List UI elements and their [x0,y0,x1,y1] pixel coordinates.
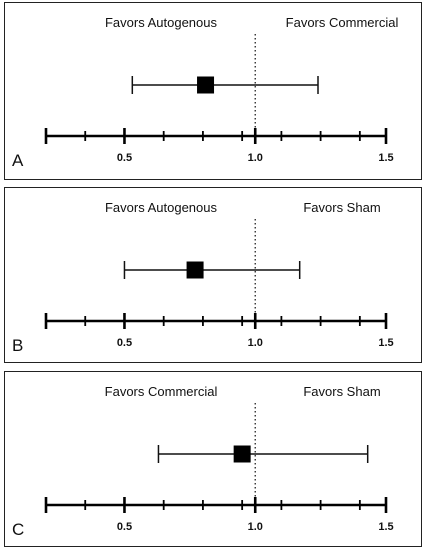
panel-letter-label: C [12,520,24,539]
right-favors-label: Favors Commercial [286,15,399,30]
x-tick-label: 1.5 [378,152,393,164]
forest-plot-svg-b: Favors Autogenous Favors Sham 0.5 1.0 1.5 B [12,200,394,355]
left-favors-label: Favors Commercial [105,384,218,399]
right-favors-label: Favors Sham [303,200,380,215]
forest-plot-svg-a: Favors Autogenous Favors Commercial 0.5 1.0… [12,15,399,170]
left-favors-label: Favors Autogenous [105,200,218,215]
x-tick-label: 1.0 [248,152,263,164]
x-tick-label: 1.5 [378,521,393,533]
x-tick-label: 0.5 [117,152,132,164]
panel-letter-label: A [12,151,24,170]
x-tick-label: 1.0 [248,337,263,349]
left-favors-label: Favors Autogenous [105,15,218,30]
forest-plot-svg-c: Favors Commercial Favors Sham 0.5 1.0 1.5 C [12,384,394,539]
point-estimate-marker [233,445,251,463]
x-tick-label: 0.5 [117,521,132,533]
x-tick-label: 1.0 [248,521,263,533]
panel-letter-label: B [12,336,23,355]
point-estimate-marker [186,261,204,279]
x-tick-label: 0.5 [117,337,132,349]
right-favors-label: Favors Sham [303,384,380,399]
forest-plot-panel-c: Favors Commercial Favors Sham 0.5 1.0 1.5 C [4,371,422,547]
point-estimate-marker [197,76,215,94]
forest-plot-panel-b: Favors Autogenous Favors Sham 0.5 1.0 1.5 B [4,187,422,363]
forest-plot-panel-a: Favors Autogenous Favors Commercial 0.5 1.0… [4,2,422,180]
x-tick-label: 1.5 [378,337,393,349]
